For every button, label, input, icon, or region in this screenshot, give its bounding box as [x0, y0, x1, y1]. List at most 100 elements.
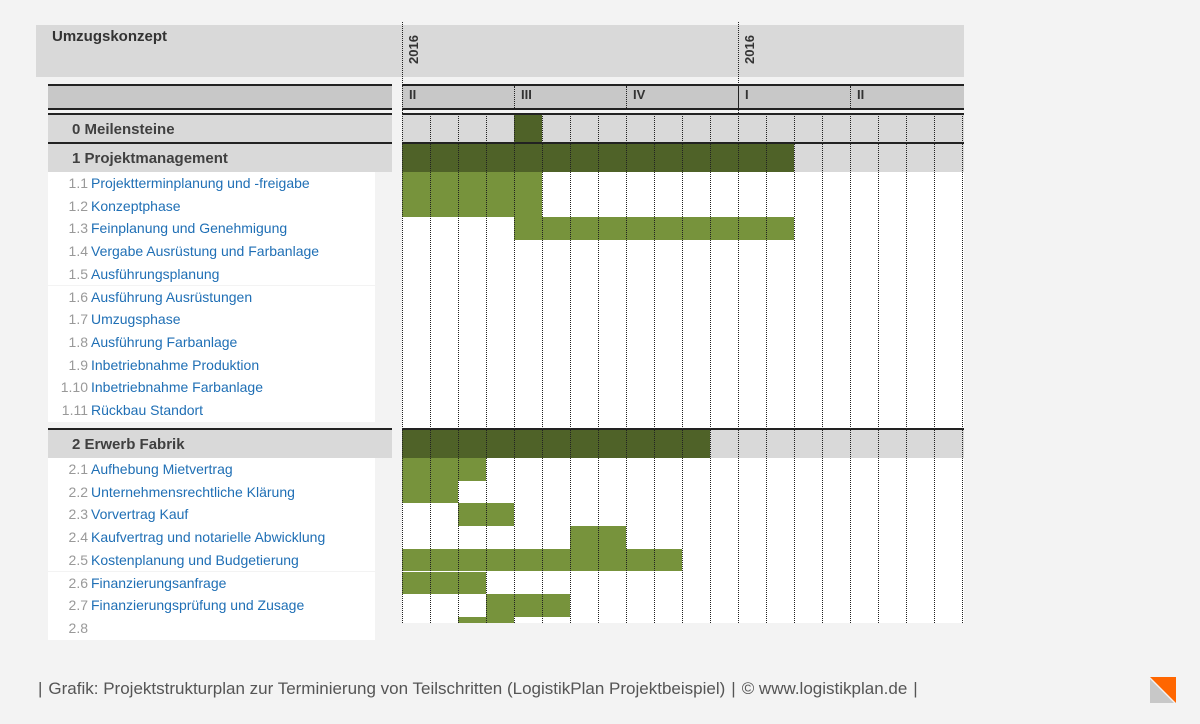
footer: | Grafik: Projektstrukturplan zur Termini… — [32, 679, 924, 699]
group-row: 2 Erwerb Fabrik — [48, 428, 392, 458]
task-bar — [402, 458, 486, 481]
grid-line — [654, 113, 655, 623]
logo-icon — [1150, 677, 1176, 703]
task-number: 2.8 — [68, 619, 88, 636]
task-number: 2.4 — [68, 529, 88, 546]
task-label: Rückbau Standort — [91, 402, 204, 418]
task-row: 1.8 Ausführung Farbanlage — [48, 330, 375, 354]
task-row: 2.6 Finanzierungsanfrage — [48, 571, 375, 595]
task-label: Unternehmensrechtliche Klärung — [91, 483, 295, 500]
task-label: Vorvertrag Kauf — [91, 506, 189, 523]
grid-line — [682, 113, 683, 623]
task-number: 1.7 — [68, 311, 88, 328]
task-bar — [402, 194, 542, 218]
task-label: Umzugsphase — [91, 311, 181, 328]
task-bar — [402, 172, 542, 195]
task-label: Kostenplanung und Budgetierung — [91, 551, 299, 568]
group-label: 0 Meilensteine — [72, 121, 175, 138]
year-divider — [402, 22, 403, 113]
divider: | — [38, 679, 43, 698]
task-row: 2.7 Finanzierungsprüfung und Zusage — [48, 594, 375, 617]
grid-line — [878, 113, 879, 623]
task-label: Projektterminplanung und -freigabe — [91, 175, 310, 191]
grid-line — [542, 113, 543, 623]
task-number: 2.6 — [68, 574, 88, 591]
task-number: 1.8 — [68, 333, 88, 350]
task-row: 2.3 Vorvertrag Kauf — [48, 503, 375, 527]
grid-line — [906, 113, 907, 623]
task-label: Finanzierungsprüfung und Zusage — [91, 597, 305, 614]
task-number: 1.11 — [61, 402, 88, 418]
task-bar — [486, 594, 570, 617]
task-row: 1.5 Ausführungsplanung — [48, 262, 375, 286]
gantt-chart — [402, 113, 964, 623]
grid-line — [570, 113, 571, 623]
quarter-label: I — [745, 87, 749, 102]
grid-line — [934, 113, 935, 623]
task-row: 1.2 Konzeptphase — [48, 194, 375, 218]
grid-line — [402, 113, 403, 623]
divider: | — [731, 679, 736, 698]
task-number: 2.1 — [68, 461, 88, 477]
grid-line — [514, 113, 515, 623]
task-number: 1.1 — [68, 175, 88, 191]
task-number: 1.10 — [60, 379, 88, 396]
group-label: 1 Projektmanagement — [72, 150, 228, 167]
grid-line — [794, 113, 795, 623]
row-divider — [402, 428, 964, 430]
task-row: 1.4 Vergabe Ausrüstung und Farbanlage — [48, 240, 375, 263]
quarter-divider — [738, 86, 739, 108]
row-divider — [402, 142, 964, 144]
task-row: 1.3 Feinplanung und Genehmigung — [48, 217, 375, 241]
task-number: 1.4 — [68, 243, 88, 260]
task-label: Aufhebung Mietvertrag — [91, 461, 233, 477]
task-label: Ausführung Ausrüstungen — [91, 288, 253, 305]
grid-line — [962, 113, 963, 623]
task-number: 1.9 — [68, 356, 88, 373]
task-row: 1.1 Projektterminplanung und -freigabe — [48, 172, 375, 195]
quarter-divider — [850, 86, 851, 108]
task-row: 2.8 — [48, 616, 375, 640]
task-number: 2.3 — [68, 506, 88, 523]
task-number: 1.5 — [68, 265, 88, 282]
task-label: Inbetriebnahme Farbanlage — [91, 379, 264, 396]
task-label: Inbetriebnahme Produktion — [91, 356, 260, 373]
task-bar — [402, 571, 486, 595]
task-label: Ausführungsplanung — [91, 265, 220, 282]
grid-line — [430, 113, 431, 623]
task-number: 2.5 — [68, 551, 88, 568]
task-label: Ausführung Farbanlage — [91, 333, 238, 350]
year-label: 2016 — [406, 35, 421, 64]
header-bar — [36, 25, 964, 77]
page-title: Umzugskonzept — [52, 28, 168, 45]
task-number: 2.2 — [68, 483, 88, 500]
task-row: 1.6 Ausführung Ausrüstungen — [48, 285, 375, 309]
quarter-divider — [514, 86, 515, 108]
group-label: 2 Erwerb Fabrik — [72, 436, 185, 453]
grid-line — [822, 113, 823, 623]
quarter-label: III — [521, 87, 532, 102]
task-row: 1.11 Rückbau Standort — [48, 399, 375, 422]
task-row: 2.4 Kaufvertrag und notarielle Abwicklung — [48, 526, 375, 549]
quarter-divider — [626, 86, 627, 108]
task-row: 2.5 Kostenplanung und Budgetierung — [48, 548, 375, 572]
quarter-label: II — [857, 87, 865, 102]
copyright: © www.logistikplan.de — [741, 679, 908, 698]
divider: | — [913, 679, 918, 698]
task-row: 2.2 Unternehmensrechtliche Klärung — [48, 480, 375, 504]
row-background — [402, 115, 964, 144]
task-label: Finanzierungsanfrage — [91, 574, 227, 591]
row-divider — [402, 113, 964, 115]
quarter-label: IV — [633, 87, 646, 102]
grid-line — [738, 113, 739, 623]
grid-line — [598, 113, 599, 623]
group-row: 1 Projektmanagement — [48, 142, 392, 172]
task-row: 1.9 Inbetriebnahme Produktion — [48, 353, 375, 377]
task-number: 2.7 — [68, 597, 88, 614]
group-row: 0 Meilensteine — [48, 113, 392, 144]
grid-line — [486, 113, 487, 623]
grid-line — [626, 113, 627, 623]
grid-line — [458, 113, 459, 623]
task-number: 1.3 — [68, 220, 88, 237]
task-label: Feinplanung und Genehmigung — [91, 220, 288, 237]
